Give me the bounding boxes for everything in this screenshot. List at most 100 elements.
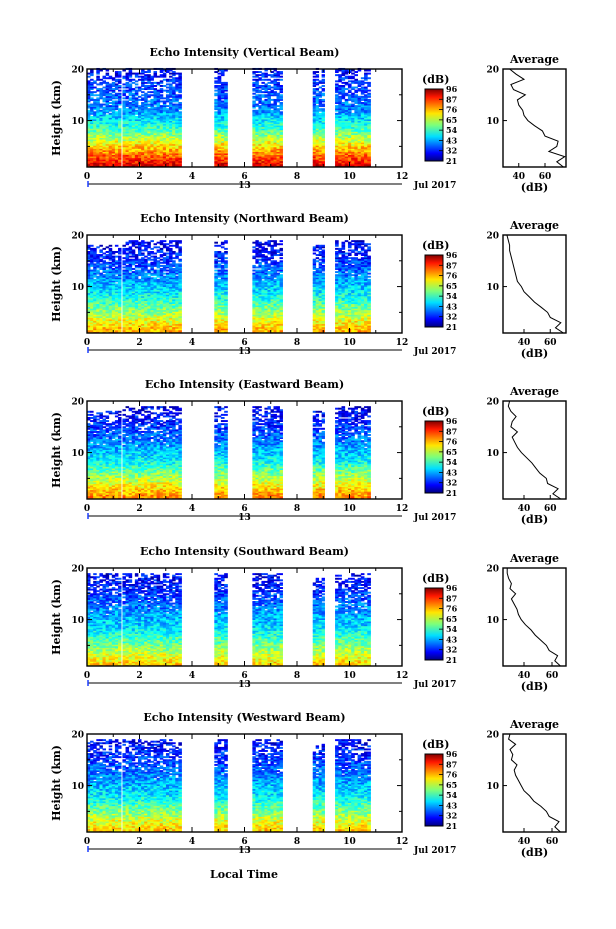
heatmap-cell: [135, 80, 139, 82]
heatmap-cell: [154, 277, 158, 279]
heatmap-cell: [319, 108, 322, 110]
x-tick-label: 10: [343, 172, 356, 182]
heatmap-cell: [138, 259, 142, 261]
heatmap-cell: [316, 93, 319, 95]
heatmap-cells: [87, 240, 371, 333]
heatmap-cell: [154, 253, 158, 255]
heatmap-cell: [135, 83, 139, 85]
heatmap-cell: [277, 79, 280, 81]
heatmap-cell: [135, 110, 139, 112]
heatmap-cell: [157, 246, 161, 248]
heatmap-cell: [157, 279, 161, 281]
colorbar-tick-label: 43: [446, 135, 458, 145]
heatmap-cell: [109, 105, 113, 107]
heatmap-cell: [345, 76, 349, 78]
heatmap-cell: [141, 102, 145, 104]
heatmap-cell: [338, 74, 342, 76]
heatmap-cell: [141, 94, 145, 96]
heatmap-cell: [93, 248, 97, 250]
heatmap-cell: [214, 85, 218, 87]
heatmap-cell: [160, 254, 164, 256]
heatmap-cell: [132, 268, 136, 270]
average-title: Average: [509, 53, 559, 66]
heatmap-cell: [214, 111, 218, 113]
heatmap-cell: [122, 266, 126, 268]
heatmap-cell: [214, 245, 218, 247]
heatmap-cell: [141, 88, 145, 90]
heatmap-cell: [112, 94, 116, 96]
heatmap-cell: [138, 87, 142, 89]
heatmap-cell: [150, 256, 154, 258]
heatmap-cell: [367, 93, 371, 95]
heatmap-cell: [361, 80, 365, 82]
heatmap-cell: [160, 85, 164, 87]
heatmap-cell: [270, 87, 273, 89]
heatmap-cell: [138, 279, 142, 281]
heatmap-cell: [135, 73, 139, 75]
heatmap-cell: [313, 79, 316, 81]
heatmap-cell: [367, 73, 371, 75]
heatmap-cell: [270, 74, 273, 76]
heatmap-cell: [160, 80, 164, 82]
heatmap-cell: [141, 240, 145, 242]
heatmap-cell: [348, 90, 352, 92]
heatmap-cell: [348, 76, 352, 78]
heatmap-cell: [166, 94, 170, 96]
heatmap-cell: [252, 110, 255, 112]
heatmap-cell: [99, 249, 103, 251]
heatmap-cell: [141, 76, 145, 78]
heatmap-cell: [252, 93, 255, 95]
heatmap-cell: [319, 91, 322, 93]
x-tick-label: 0: [84, 172, 90, 182]
heatmap-cell: [157, 249, 161, 251]
heatmap-cell: [135, 240, 139, 242]
heatmap-cell: [178, 263, 182, 265]
heatmap-cell: [163, 243, 167, 245]
heatmap-cell: [126, 108, 130, 110]
heatmap-cell: [157, 76, 161, 78]
heatmap-cell: [129, 102, 133, 104]
heatmap-cell: [361, 77, 365, 79]
heatmap-cell: [169, 240, 173, 242]
heatmap-cell: [132, 259, 136, 261]
heatmap-cell: [144, 245, 148, 247]
heatmap-cell: [122, 83, 126, 85]
heatmap-cell: [147, 94, 151, 96]
chart-title: Echo Intensity (Northward Beam): [140, 212, 349, 225]
heatmap-cell: [214, 270, 218, 272]
heatmap-cell: [160, 240, 164, 242]
heatmap-cell: [144, 273, 148, 275]
heatmap-cell: [367, 99, 371, 101]
heatmap-cell: [154, 71, 158, 73]
heatmap-cell: [93, 91, 97, 93]
heatmap-cell: [90, 270, 94, 272]
heatmap-cell: [166, 87, 170, 89]
heatmap-cell: [109, 76, 113, 78]
heatmap-cell: [342, 85, 346, 87]
heatmap-cell: [280, 102, 283, 104]
heatmap-cell: [115, 276, 119, 278]
heatmap-cell: [160, 74, 164, 76]
heatmap-cell: [90, 97, 94, 99]
heatmap-cell: [122, 100, 126, 102]
heatmap-cell: [322, 99, 325, 101]
heatmap-cell: [106, 266, 110, 268]
heatmap-cell: [338, 85, 342, 87]
colorbar-tick-label: 96: [446, 84, 458, 94]
heatmap-cell: [163, 276, 167, 278]
heatmap-cell: [106, 70, 110, 72]
heatmap-cell: [138, 270, 142, 272]
heatmap-cell: [135, 265, 139, 267]
heatmap-cell: [255, 74, 258, 76]
heatmap-cell: [274, 73, 277, 75]
heatmap-cell: [354, 71, 358, 73]
heatmap-cell: [277, 82, 280, 84]
heatmap-cell: [150, 248, 154, 250]
heatmap-cell: [364, 82, 368, 84]
heatmap-cell: [147, 270, 151, 272]
heatmap-cell: [118, 71, 122, 73]
heatmap-cell: [144, 242, 148, 244]
heatmap-cell: [316, 88, 319, 90]
heatmap-cell: [270, 80, 273, 82]
heatmap-cell: [99, 104, 103, 106]
